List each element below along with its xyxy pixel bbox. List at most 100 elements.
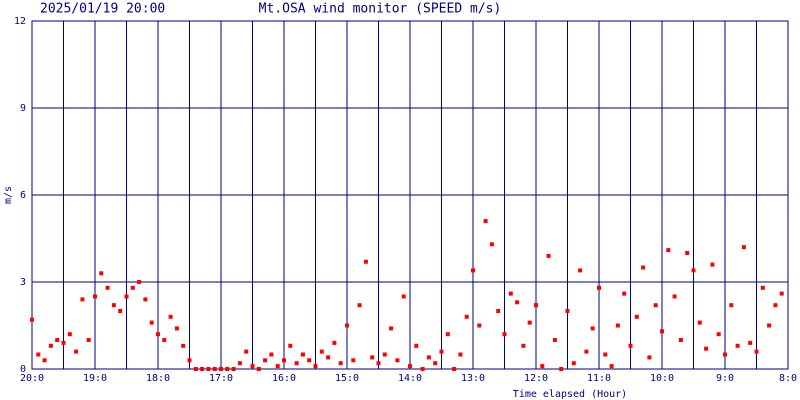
data-point	[332, 340, 337, 345]
data-point	[105, 285, 110, 290]
data-point	[779, 291, 784, 296]
data-point	[256, 367, 261, 371]
data-point	[42, 358, 47, 363]
data-point	[99, 271, 104, 276]
data-point	[489, 242, 494, 247]
data-point	[149, 320, 154, 325]
data-point	[565, 309, 570, 313]
data-point	[641, 265, 646, 270]
data-point	[729, 303, 734, 308]
data-point	[710, 262, 715, 267]
data-point	[741, 245, 746, 250]
data-point	[716, 332, 721, 337]
data-point	[288, 343, 293, 348]
data-point	[760, 285, 765, 290]
header-datetime: 2025/01/19 20:00	[40, 2, 165, 17]
data-point	[93, 294, 97, 299]
data-point	[206, 367, 211, 371]
x-tick-label: 15:0	[335, 373, 359, 384]
data-point	[597, 285, 601, 290]
data-point	[36, 352, 41, 357]
data-point	[363, 259, 368, 264]
x-tick-label: 17:0	[209, 373, 233, 384]
data-point	[389, 326, 394, 331]
data-point	[735, 343, 740, 348]
x-tick-label: 13:0	[461, 373, 485, 384]
data-point	[162, 338, 167, 342]
data-point	[61, 340, 66, 345]
y-tick-label: 9	[20, 103, 26, 114]
data-point	[250, 364, 255, 369]
x-tick-label: 12:0	[524, 373, 548, 384]
data-point	[439, 349, 444, 354]
x-tick-label: 8:0	[779, 373, 797, 384]
data-point	[370, 355, 375, 360]
data-point	[237, 361, 242, 366]
data-point	[357, 303, 362, 308]
data-point	[414, 343, 419, 348]
data-point	[691, 268, 696, 273]
data-point	[225, 367, 230, 371]
data-point	[515, 300, 520, 305]
data-point	[55, 338, 60, 342]
data-point	[458, 352, 463, 357]
x-tick-label: 19:0	[83, 373, 107, 384]
data-point	[628, 343, 633, 348]
data-point	[773, 303, 778, 308]
data-point	[678, 338, 683, 342]
data-point	[552, 338, 557, 342]
data-point	[666, 248, 671, 253]
data-point	[351, 358, 356, 363]
data-point	[609, 364, 614, 369]
data-point	[502, 332, 507, 337]
data-point	[338, 361, 343, 366]
data-point	[483, 219, 488, 224]
data-point	[156, 332, 160, 337]
data-point	[319, 349, 324, 354]
data-point	[578, 268, 583, 273]
data-point	[590, 326, 595, 331]
data-point	[685, 251, 690, 255]
data-point	[137, 280, 142, 284]
data-point	[767, 323, 772, 328]
x-tick-label: 10:0	[650, 373, 674, 384]
x-tick-label: 18:0	[146, 373, 170, 384]
y-axis-label: m/s	[3, 186, 14, 204]
data-point	[464, 314, 469, 319]
data-point	[615, 323, 620, 328]
data-point	[376, 361, 381, 366]
x-tick-label: 16:0	[272, 373, 296, 384]
data-point	[300, 352, 305, 357]
data-point	[647, 355, 652, 360]
data-point	[477, 323, 482, 328]
data-point	[124, 294, 129, 299]
data-point	[168, 314, 173, 319]
data-point	[754, 349, 759, 354]
data-point	[80, 297, 85, 302]
data-point	[603, 352, 608, 357]
data-point	[408, 364, 412, 369]
data-point	[143, 297, 148, 302]
data-point	[313, 364, 318, 369]
data-point	[527, 320, 532, 325]
data-point	[653, 303, 658, 308]
data-point	[30, 317, 34, 322]
data-point	[534, 303, 538, 308]
data-point	[697, 320, 702, 325]
data-point	[426, 355, 431, 360]
data-point	[748, 340, 753, 345]
data-point	[174, 326, 179, 331]
x-tick-label: 11:0	[587, 373, 611, 384]
data-point	[634, 314, 639, 319]
data-point	[200, 367, 205, 371]
data-point	[401, 294, 406, 299]
data-point	[269, 352, 274, 357]
data-point	[521, 343, 526, 348]
data-point	[660, 329, 664, 334]
data-point	[326, 355, 331, 360]
data-point	[187, 358, 192, 363]
x-tick-label: 20:0	[20, 373, 44, 384]
y-tick-label: 3	[20, 277, 26, 288]
data-point	[382, 352, 387, 357]
data-point	[282, 358, 286, 363]
